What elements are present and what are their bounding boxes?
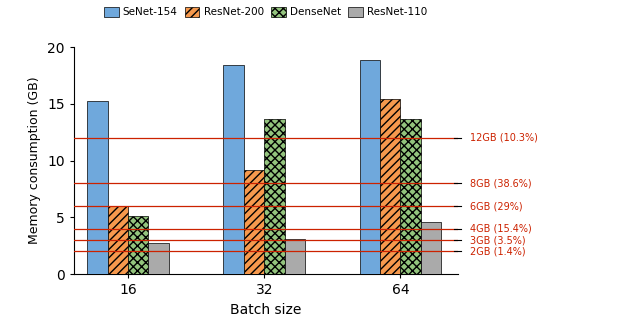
Text: 6GB (29%): 6GB (29%): [470, 201, 523, 211]
Text: 8GB (38.6%): 8GB (38.6%): [470, 178, 532, 188]
X-axis label: Batch size: Batch size: [230, 303, 301, 315]
Bar: [128, 216, 148, 274]
Bar: [148, 243, 169, 274]
Bar: [380, 100, 401, 274]
Bar: [223, 66, 244, 274]
Text: 3GB (3.5%): 3GB (3.5%): [470, 235, 526, 245]
Bar: [421, 222, 441, 274]
Text: 2GB (1.4%): 2GB (1.4%): [470, 246, 526, 256]
Bar: [108, 206, 128, 274]
Bar: [264, 119, 285, 274]
Bar: [285, 239, 305, 274]
Bar: [244, 170, 264, 274]
Text: 4GB (15.4%): 4GB (15.4%): [470, 224, 532, 234]
Y-axis label: Memory consumption (GB): Memory consumption (GB): [28, 77, 42, 244]
Legend: SeNet-154, ResNet-200, DenseNet, ResNet-110: SeNet-154, ResNet-200, DenseNet, ResNet-…: [100, 3, 431, 21]
Bar: [87, 100, 108, 274]
Text: 12GB (10.3%): 12GB (10.3%): [470, 133, 538, 143]
Bar: [401, 119, 421, 274]
Bar: [360, 60, 380, 274]
